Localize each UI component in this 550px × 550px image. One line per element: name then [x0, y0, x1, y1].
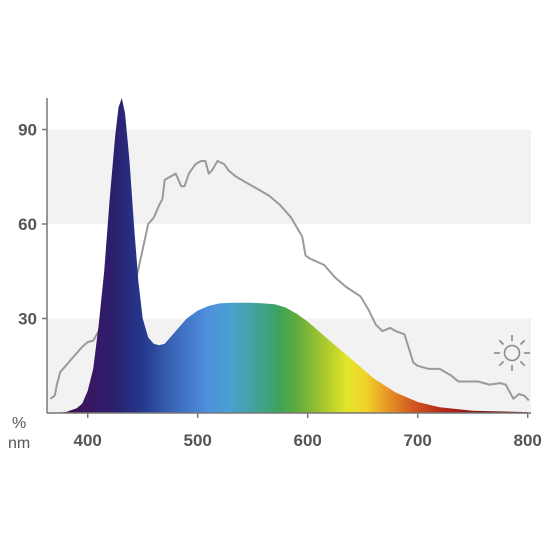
axes [42, 98, 531, 418]
y-tick-label: 60 [18, 215, 37, 234]
x-tick-label: 600 [294, 431, 322, 450]
x-tick-label: 700 [404, 431, 432, 450]
tick-labels: 30 60 90 400 500 600 700 800 [18, 121, 542, 451]
sun-icon [494, 335, 530, 371]
x-tick-label: 500 [184, 431, 212, 450]
y-tick-label: 90 [18, 121, 37, 140]
y-tick-label: 30 [18, 310, 37, 329]
spectrum-area [49, 98, 528, 413]
x-tick-label: 800 [514, 431, 542, 450]
y-unit-label: % [12, 415, 26, 432]
x-tick-label: 400 [74, 431, 102, 450]
x-unit-label: nm [8, 435, 30, 452]
spectrum-fill [49, 98, 528, 413]
